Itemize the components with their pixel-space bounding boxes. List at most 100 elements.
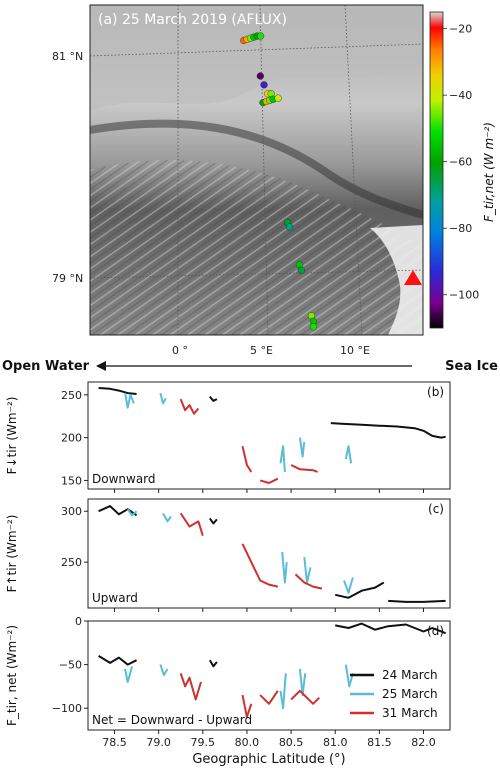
x-axis-label: Geographic Latitude (°) (192, 752, 345, 767)
sea-ice-label: Sea Ice (445, 359, 498, 374)
series-line (126, 508, 138, 517)
series-line (124, 666, 134, 683)
series-line (281, 551, 288, 584)
series-line (279, 445, 286, 472)
y-tick-label: 150 (61, 474, 82, 487)
lon-label-0: 0 ° (172, 344, 188, 357)
panel-c: 250 300 (c) Upward F↑tir (Wm⁻²) (5, 498, 451, 612)
lon-label-10E: 10 °E (340, 344, 370, 357)
direction-arrow: Open Water Sea Ice (2, 359, 498, 374)
series-line (303, 556, 312, 584)
series-line (334, 581, 385, 599)
series-line (294, 573, 323, 590)
colorbar-label: F_tir,net (W m⁻²) (482, 122, 496, 222)
graticule-81N (90, 43, 423, 57)
series-line (330, 422, 446, 439)
y-axis-label: F_tir, net (Wm⁻²) (5, 625, 19, 726)
x-tick-label: 78.5 (102, 736, 127, 749)
series-line (179, 512, 204, 536)
series-line (241, 445, 253, 473)
graticule-10E (344, 5, 363, 335)
series-line (259, 690, 279, 705)
x-tick-label: 82.0 (411, 736, 436, 749)
x-tick-label: 81.5 (367, 736, 392, 749)
panel-frame (87, 381, 451, 490)
series-line (208, 517, 218, 525)
y-tick-label: 250 (61, 556, 82, 569)
legend-label: 24 March (382, 668, 438, 682)
arrow-left-icon (96, 361, 106, 371)
panel-frame (87, 498, 451, 609)
series-line (259, 477, 279, 484)
panel-letter: (b) (427, 385, 444, 399)
panel-letter: (c) (428, 502, 444, 516)
panel-letter: (d) (427, 624, 444, 638)
series-line (290, 689, 321, 705)
flux-panels: 150 200 250 (b) Downward F↓tir (Wm⁻²) 250 300 (c… (5, 381, 451, 767)
panel-d: 0 −50 −100 78.5 79.0 79.5 80.0 80.5 81.0 81.5 82.0… (5, 615, 451, 767)
series-line (241, 694, 253, 718)
graticule-5E (259, 5, 269, 335)
flight-point (274, 94, 282, 102)
series-line (159, 664, 169, 677)
series-line (335, 622, 446, 635)
flight-point (297, 266, 305, 274)
panel-annotation: Downward (92, 472, 156, 486)
series-line (241, 543, 279, 588)
graticule-79N (90, 269, 423, 279)
series-line (208, 659, 218, 668)
y-tick-label: 250 (61, 389, 82, 402)
y-tick-label: −100 (52, 702, 82, 715)
flight-point (256, 72, 264, 80)
panel-annotation: Net = Downward - Upward (92, 713, 252, 727)
series-line (344, 664, 354, 688)
series-line (343, 577, 354, 594)
map-panel: (a) 25 March 2019 (AFLUX) 81 °N 79 °N 0 … (52, 4, 424, 357)
flight-point (256, 32, 265, 40)
panel-b: 150 200 250 (b) Downward F↓tir (Wm⁻²) (5, 381, 451, 493)
cloud-streets (90, 160, 423, 335)
y-tick-label: 0 (75, 615, 82, 628)
flight-point (309, 323, 318, 331)
series-line (124, 392, 135, 409)
series-line (98, 655, 138, 666)
x-tick-label: 81.0 (323, 736, 348, 749)
legend-label: 31 March (382, 706, 438, 720)
station-marker-icon (404, 270, 422, 285)
colorbar-tick-label: −100 (449, 289, 479, 302)
flight-point (260, 81, 268, 89)
y-tick-label: 300 (61, 505, 82, 518)
x-tick-label: 80.5 (279, 736, 304, 749)
lon-label-5E: 5 °E (250, 344, 273, 357)
series-line (98, 505, 138, 517)
series-line (298, 668, 307, 697)
map-title: (a) 25 March 2019 (AFLUX) (98, 12, 287, 28)
flight-point (285, 223, 294, 231)
y-tick-label: −50 (59, 659, 82, 672)
y-axis-label: F↑tir (Wm⁻²) (5, 515, 19, 593)
ice-edge (90, 119, 423, 219)
colorbar-tick-label: −40 (449, 89, 472, 102)
series-line (179, 672, 202, 701)
panel-annotation: Upward (92, 591, 138, 605)
series-line (388, 599, 446, 603)
land-svalbard (370, 225, 423, 335)
series-line (179, 398, 200, 415)
series-line (279, 673, 287, 710)
series-line (298, 437, 306, 458)
legend-label: 25 March (382, 687, 438, 701)
series-line (98, 387, 137, 395)
open-water-label: Open Water (2, 359, 90, 374)
x-tick-label: 79.0 (146, 736, 171, 749)
y-tick-label: 200 (61, 432, 82, 445)
series-line (162, 512, 172, 523)
series-line (159, 392, 167, 405)
legend: 24 March 25 March 31 March (350, 668, 438, 720)
x-tick-label: 80.0 (235, 736, 260, 749)
panel-frame (87, 620, 451, 731)
series-line (209, 395, 218, 402)
colorbar-tick-label: −80 (449, 222, 472, 235)
colorbar: −20 −40 −60 −80 −100 F_tir,net (W m⁻²) (429, 11, 496, 329)
series-line (290, 464, 318, 473)
